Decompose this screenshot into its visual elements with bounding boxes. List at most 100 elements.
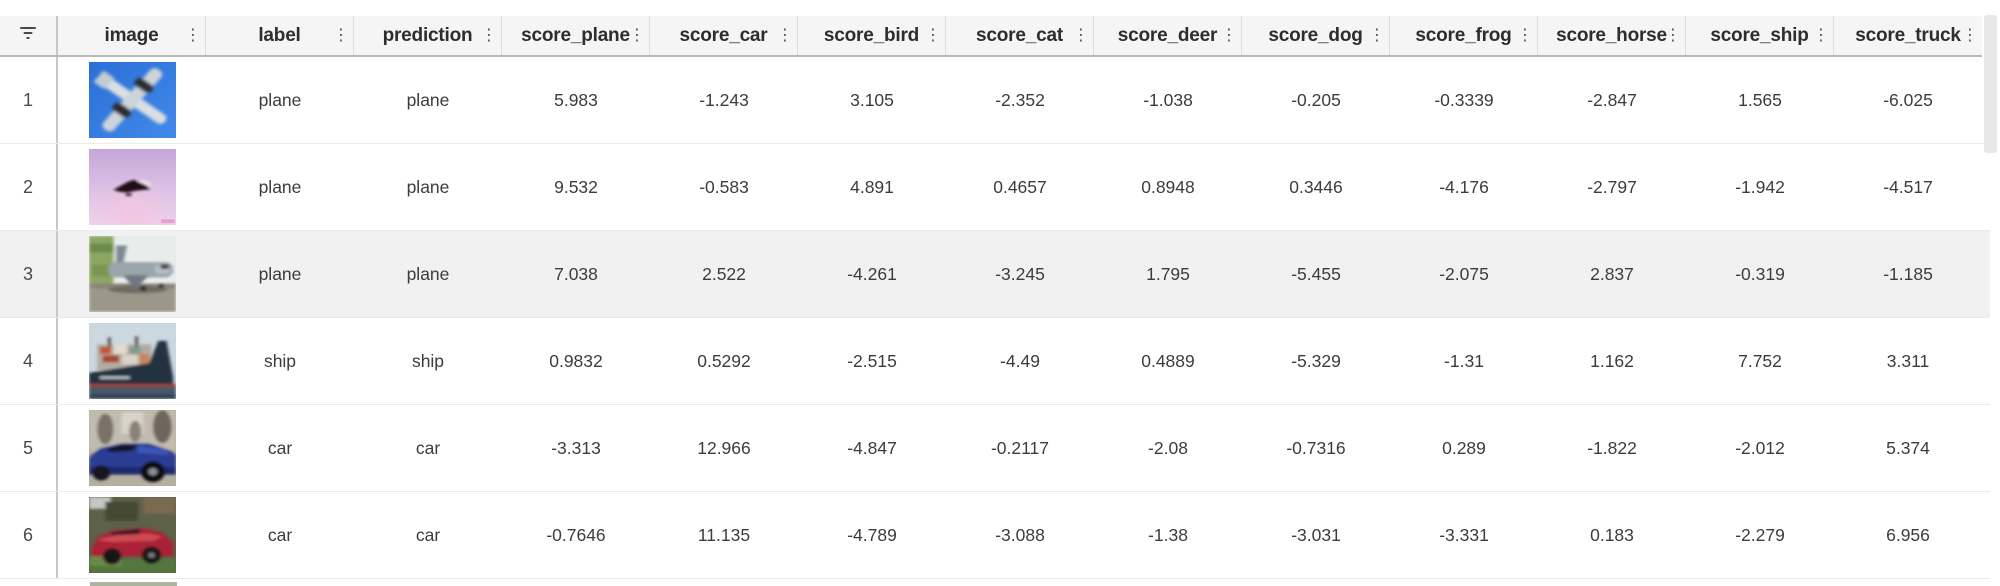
column-menu-icon[interactable]: ⋮ xyxy=(1221,26,1237,44)
filter-header-cell[interactable] xyxy=(0,16,58,55)
column-menu-icon[interactable]: ⋮ xyxy=(1369,26,1385,44)
cell-label: car xyxy=(267,524,293,545)
column-header-score_bird[interactable]: score_bird ⋮ xyxy=(798,16,946,55)
image-thumbnail-blue-car[interactable] xyxy=(88,410,176,486)
column-menu-icon[interactable]: ⋮ xyxy=(1962,26,1978,44)
column-menu-icon[interactable]: ⋮ xyxy=(1517,26,1533,44)
cell-score_deer: 1.795 xyxy=(1146,263,1190,284)
cell-score_dog: -5.455 xyxy=(1291,263,1341,284)
row-number: 4 xyxy=(0,318,58,404)
table-row: 3 plane plane 7.038 2.522 -4.261 -3.245 1.795 -5… xyxy=(0,231,1990,318)
row-number: 1 xyxy=(0,57,58,143)
cell-label: plane xyxy=(258,263,302,284)
column-header-prediction[interactable]: prediction ⋮ xyxy=(354,16,502,55)
column-menu-icon[interactable]: ⋮ xyxy=(185,26,201,44)
image-thumbnail-red-car[interactable] xyxy=(88,497,176,573)
cell-prediction: plane xyxy=(406,176,450,197)
cell-score_deer: -1.38 xyxy=(1148,524,1188,545)
column-header-image[interactable]: image ⋮ xyxy=(58,16,206,55)
cell-prediction: car xyxy=(415,437,441,458)
cell-score_ship: -2.012 xyxy=(1735,437,1785,458)
row-number: 2 xyxy=(0,144,58,230)
cell-label: plane xyxy=(258,176,302,197)
cell-score_truck: 5.374 xyxy=(1886,437,1930,458)
image-thumbnail-container-ship[interactable] xyxy=(88,323,176,399)
table-body: 1 plane plane 5.983 -1.243 3.105 -2.352 -1.038 -… xyxy=(0,57,1990,579)
cell-score_plane: 7.038 xyxy=(554,263,598,284)
vertical-scrollbar-thumb[interactable] xyxy=(1984,15,1997,153)
cell-score_truck: 3.311 xyxy=(1886,350,1930,371)
column-header-label: score_car xyxy=(679,24,768,46)
cell-score_car: 0.5292 xyxy=(697,350,751,371)
column-header-score_plane[interactable]: score_plane ⋮ xyxy=(502,16,650,55)
cell-score_horse: -1.822 xyxy=(1587,437,1637,458)
cell-score_frog: -2.075 xyxy=(1439,263,1489,284)
table-row: 2 plane plane 9.532 -0.583 4.891 0.4657 0.8948 0… xyxy=(0,144,1990,231)
row-number: 5 xyxy=(0,405,58,491)
cell-score_frog: -0.3339 xyxy=(1434,89,1494,110)
column-header-score_ship[interactable]: score_ship ⋮ xyxy=(1686,16,1834,55)
cell-score_bird: 4.891 xyxy=(850,176,894,197)
column-header-label[interactable]: label ⋮ xyxy=(206,16,354,55)
cell-prediction: ship xyxy=(411,350,445,371)
column-header-score_dog[interactable]: score_dog ⋮ xyxy=(1242,16,1390,55)
cell-image xyxy=(58,231,206,317)
cell-score_car: 12.966 xyxy=(697,437,751,458)
image-thumbnail-plane-on-ground[interactable] xyxy=(88,236,176,312)
column-menu-icon[interactable]: ⋮ xyxy=(925,26,941,44)
cell-score_car: 2.522 xyxy=(702,263,746,284)
cell-score_deer: -2.08 xyxy=(1148,437,1188,458)
cell-score_dog: -5.329 xyxy=(1291,350,1341,371)
column-header-score_car[interactable]: score_car ⋮ xyxy=(650,16,798,55)
column-header-score_frog[interactable]: score_frog ⋮ xyxy=(1390,16,1538,55)
column-header-label: score_cat xyxy=(976,24,1063,46)
cell-score_truck: -1.185 xyxy=(1883,263,1933,284)
cell-image xyxy=(58,144,206,230)
cell-score_plane: 9.532 xyxy=(554,176,598,197)
cell-score_bird: 3.105 xyxy=(850,89,894,110)
column-menu-icon[interactable]: ⋮ xyxy=(481,26,497,44)
table-header-row: image ⋮ label ⋮ prediction ⋮ score_plane ⋮ score… xyxy=(0,16,1982,57)
column-header-score_cat[interactable]: score_cat ⋮ xyxy=(946,16,1094,55)
column-header-score_horse[interactable]: score_horse ⋮ xyxy=(1538,16,1686,55)
column-header-label: score_bird xyxy=(823,24,920,46)
cell-score_truck: -4.517 xyxy=(1883,176,1933,197)
cell-score_bird: -4.789 xyxy=(847,524,897,545)
column-menu-icon[interactable]: ⋮ xyxy=(1073,26,1089,44)
cell-score_ship: -1.942 xyxy=(1735,176,1785,197)
column-header-label: label xyxy=(258,24,301,46)
cell-score_horse: 2.837 xyxy=(1590,263,1634,284)
cell-score_truck: -6.025 xyxy=(1883,89,1933,110)
image-thumbnail-plane-pink-sky[interactable] xyxy=(88,149,176,225)
column-header-score_truck[interactable]: score_truck ⋮ xyxy=(1834,16,1982,55)
cell-score_dog: -0.205 xyxy=(1291,89,1341,110)
column-header-label: score_frog xyxy=(1415,24,1512,46)
column-menu-icon[interactable]: ⋮ xyxy=(777,26,793,44)
cell-score_cat: -4.49 xyxy=(1000,350,1040,371)
cell-score_horse: 0.183 xyxy=(1590,524,1634,545)
cell-score_frog: -3.331 xyxy=(1439,524,1489,545)
table-row: 5 car car -3.313 12.966 -4.847 -0.2117 -2.08 -0.… xyxy=(0,405,1990,492)
image-thumbnail-plane-blue-sky[interactable] xyxy=(88,62,176,138)
filter-icon[interactable] xyxy=(18,26,38,45)
cell-score_cat: -3.088 xyxy=(995,524,1045,545)
cell-score_frog: 0.289 xyxy=(1442,437,1486,458)
column-menu-icon[interactable]: ⋮ xyxy=(629,26,645,44)
cell-score_deer: 0.8948 xyxy=(1141,176,1195,197)
cell-image xyxy=(58,318,206,404)
cell-score_frog: -1.31 xyxy=(1444,350,1484,371)
cell-score_dog: -0.7316 xyxy=(1286,437,1346,458)
cell-score_ship: -0.319 xyxy=(1735,263,1785,284)
cell-score_horse: -2.847 xyxy=(1587,89,1637,110)
column-menu-icon[interactable]: ⋮ xyxy=(1813,26,1829,44)
column-header-label: score_ship xyxy=(1710,24,1809,46)
cell-score_bird: -4.847 xyxy=(847,437,897,458)
cell-image xyxy=(58,492,206,578)
cell-label: car xyxy=(267,437,293,458)
column-menu-icon[interactable]: ⋮ xyxy=(1665,26,1681,44)
cell-label: plane xyxy=(258,89,302,110)
column-header-label: score_truck xyxy=(1855,24,1961,46)
column-header-score_deer[interactable]: score_deer ⋮ xyxy=(1094,16,1242,55)
column-menu-icon[interactable]: ⋮ xyxy=(333,26,349,44)
